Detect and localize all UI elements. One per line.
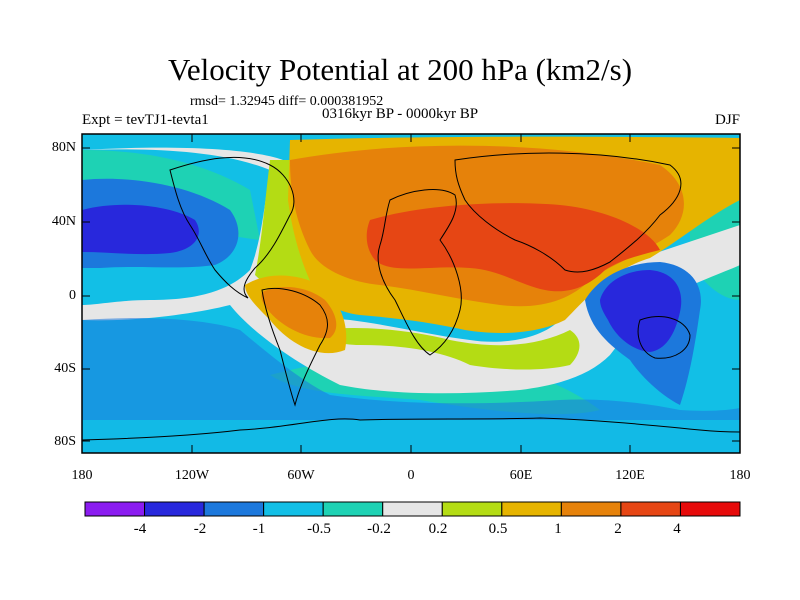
colorbar-label: -4 <box>133 521 147 537</box>
field-orange-sa <box>261 286 337 339</box>
australia-outline <box>637 316 691 359</box>
colorbar <box>84 501 741 517</box>
lat-label-80n: 80N <box>51 140 76 155</box>
contour-field <box>82 134 740 453</box>
lon-label-60e: 60E <box>509 468 533 483</box>
colorbar-label: 0.5 <box>488 521 508 537</box>
axis-ticks <box>81 134 741 453</box>
lon-label-0: 0 <box>407 468 415 483</box>
field-yellowgreen-south <box>320 328 580 370</box>
season-label: DJF <box>714 112 740 128</box>
colorbar-swatch <box>620 501 681 517</box>
colorbar-swatch <box>84 501 146 517</box>
colorbar-label: 4 <box>673 521 681 537</box>
lon-label-60w: 60W <box>287 468 315 483</box>
lat-label-40s: 40S <box>54 361 76 376</box>
north-america-outline <box>169 156 295 299</box>
lat-label-80s: 80S <box>54 434 76 449</box>
colorbar-swatch <box>441 501 503 517</box>
field-deepblue-npacific <box>82 204 199 255</box>
colorbar-label: -0.5 <box>307 521 331 537</box>
period-subtitle: 0316kyr BP - 0000kyr BP <box>322 106 479 122</box>
lat-label-40n: 40N <box>51 214 76 229</box>
colorbar-swatch <box>501 501 562 517</box>
lon-label-180w: 180 <box>71 468 93 483</box>
colorbar-swatch <box>322 501 384 517</box>
map-title: Velocity Potential at 200 hPa (km2/s) <box>167 52 633 87</box>
colorbar-label: 1 <box>554 521 562 537</box>
colorbar-label: -1 <box>252 521 266 537</box>
asia-outline <box>454 152 682 273</box>
europe-africa-outline <box>377 189 462 356</box>
colorbar-label: -2 <box>193 521 207 537</box>
colorbar-swatch <box>382 501 443 517</box>
rmsd-diff-stats: rmsd= 1.32945 diff= 0.000381952 <box>190 94 384 109</box>
lon-label-180e: 180 <box>729 468 751 483</box>
colorbar-swatch <box>144 501 205 517</box>
coastlines <box>169 152 691 407</box>
experiment-label: Expt = tevTJ1-tevta1 <box>82 112 209 128</box>
colorbar-label: -0.2 <box>367 521 391 537</box>
colorbar-label: 0.2 <box>428 521 448 537</box>
colorbar-swatch <box>203 501 265 517</box>
field-lightblue-antarctic <box>82 420 740 453</box>
lat-label-0: 0 <box>69 288 76 303</box>
colorbar-swatch <box>679 501 741 517</box>
colorbar-swatch <box>560 501 622 517</box>
colorbar-swatch <box>263 501 324 517</box>
colorbar-label: 2 <box>614 521 622 537</box>
antarctica-coastline <box>82 417 740 441</box>
lon-label-120w: 120W <box>174 468 210 483</box>
lon-label-120e: 120E <box>615 468 645 483</box>
field-red-core <box>366 203 660 292</box>
field-deepblue-maritime <box>600 270 682 352</box>
field-neutral-band <box>82 147 740 394</box>
south-america-outline <box>261 287 328 407</box>
